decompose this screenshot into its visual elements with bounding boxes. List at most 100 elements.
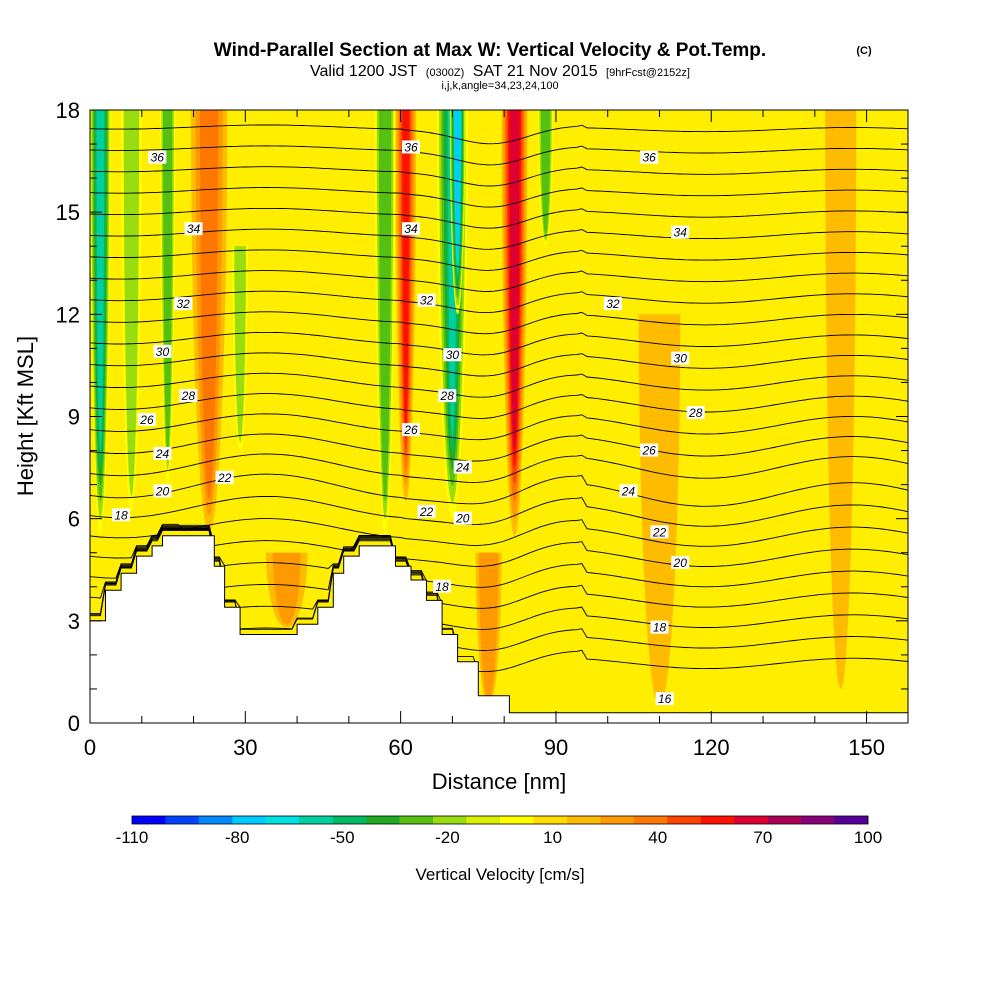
theta-contour-line <box>90 145 908 166</box>
theta-contour-labels: 36 34 32 30 28 26 24 22 20 18 36 34 32 30 28 26 24 22 20 18… <box>112 140 705 706</box>
theta-label: 26 <box>137 412 156 427</box>
colorbar-label: Vertical Velocity [cm/s] <box>415 865 584 884</box>
colorbar-swatch <box>265 816 300 824</box>
theta-contour-line <box>90 124 908 145</box>
theta-contour-line <box>90 331 908 356</box>
theta-label-text: 34 <box>674 226 688 240</box>
colorbar-swatch <box>700 816 735 824</box>
colorbar-swatch <box>801 816 835 824</box>
colorbar-swatch <box>366 816 400 824</box>
y-tick-label: 9 <box>68 405 80 430</box>
theta-label: 32 <box>417 293 436 308</box>
theta-label-text: 36 <box>642 151 656 165</box>
subtitle-valid: Valid 1200 JST <box>310 63 418 80</box>
theta-label-text: 22 <box>217 471 232 485</box>
theta-contour-line <box>90 352 908 377</box>
theta-contour-line <box>90 525 908 588</box>
theta-label: 34 <box>401 222 420 236</box>
theta-label: 36 <box>148 150 167 165</box>
colorbar-swatch <box>667 816 702 824</box>
theta-contour-line <box>90 453 908 483</box>
theta-contour-line <box>90 529 908 651</box>
theta-label-text: 30 <box>674 352 688 366</box>
theta-label-text: 18 <box>653 621 667 635</box>
colorbar-swatch <box>198 816 233 824</box>
theta-contour-line <box>90 524 908 567</box>
colorbar-swatch <box>399 816 434 824</box>
theta-contour-line <box>90 207 908 229</box>
theta-label-text: 18 <box>435 580 449 594</box>
theta-label-text: 32 <box>420 294 434 308</box>
colorbar-tick-label: -80 <box>225 828 250 847</box>
colorbar-swatch <box>767 816 802 824</box>
x-axis: 0 30 60 90 120 150 <box>84 110 885 760</box>
theta-label: 26 <box>640 443 659 458</box>
x-axis-label: Distance [nm] <box>432 769 567 794</box>
theta-label: 22 <box>417 505 436 519</box>
theta-label: 36 <box>640 150 659 165</box>
theta-contour-line <box>90 270 908 292</box>
terrain <box>90 535 908 723</box>
theta-label: 20 <box>153 484 172 498</box>
theta-label-text: 26 <box>139 413 154 427</box>
colorbar-frame <box>131 815 869 825</box>
theta-label-text: 30 <box>156 345 170 359</box>
theta-label: 24 <box>453 460 472 475</box>
colorbar-swatch <box>600 816 635 824</box>
w-cell-7-4 <box>402 110 410 439</box>
theta-label-text: 28 <box>440 389 455 403</box>
theta-label-text: 22 <box>419 505 434 519</box>
subtitle-utc: (0300Z) <box>426 67 465 79</box>
w-cell-6-3 <box>380 110 390 485</box>
chart-subtitle2: i,j,k,angle=34,23,24,100 <box>441 80 558 92</box>
theta-contour-line <box>90 228 908 250</box>
colorbar-swatch <box>533 816 568 824</box>
theta-label: 34 <box>671 225 690 240</box>
theta-label: 18 <box>650 620 669 635</box>
theta-label-text: 18 <box>114 508 128 522</box>
y-tick-label: 0 <box>68 711 80 736</box>
chart-title-suffix: (C) <box>856 45 872 57</box>
w-cell-5-2 <box>236 246 245 435</box>
theta-label-text: 34 <box>404 222 418 236</box>
x-tick-label: 90 <box>544 735 568 760</box>
theta-label: 20 <box>671 555 690 570</box>
theta-label: 28 <box>179 389 198 403</box>
theta-contour-line <box>90 187 908 208</box>
colorbar-swatch <box>566 816 601 824</box>
colorbar-tick-label: 70 <box>753 828 772 847</box>
y-tick-label: 15 <box>56 200 80 225</box>
theta-label: 18 <box>433 579 452 594</box>
theta-label-text: 26 <box>403 423 418 437</box>
colorbar-swatch <box>299 816 334 824</box>
theta-label-text: 20 <box>673 556 688 570</box>
theta-label-text: 28 <box>181 389 196 403</box>
chart-subtitle: Valid 1200 JST (0300Z) SAT 21 Nov 2015 [… <box>310 63 690 80</box>
theta-contour-line <box>90 526 908 609</box>
theta-label-text: 28 <box>688 406 703 420</box>
theta-contour-line <box>90 433 908 462</box>
theta-contour-line <box>90 528 908 630</box>
theta-label: 22 <box>215 470 234 485</box>
x-tick-label: 120 <box>693 735 730 760</box>
theta-label-text: 16 <box>658 692 672 706</box>
y-tick-label: 12 <box>56 302 80 327</box>
x-tick-label: 60 <box>388 735 412 760</box>
theta-contour-line <box>90 413 908 441</box>
w-cell-11-3 <box>542 110 549 230</box>
theta-label: 30 <box>153 344 172 359</box>
theta-label-text: 36 <box>151 151 165 165</box>
theta-label: 22 <box>650 525 669 539</box>
y-tick-label: 3 <box>68 609 80 634</box>
colorbar-swatch <box>633 816 668 824</box>
theta-contour-line <box>90 249 908 271</box>
theta-contour-line <box>90 290 908 314</box>
theta-label: 32 <box>603 297 622 311</box>
theta-label-text: 30 <box>446 348 460 362</box>
theta-label: 28 <box>438 389 457 403</box>
theta-label: 24 <box>153 446 172 461</box>
theta-label: 26 <box>401 423 420 437</box>
colorbar-tick-label: -20 <box>435 828 460 847</box>
colorbar-swatch <box>232 816 267 824</box>
